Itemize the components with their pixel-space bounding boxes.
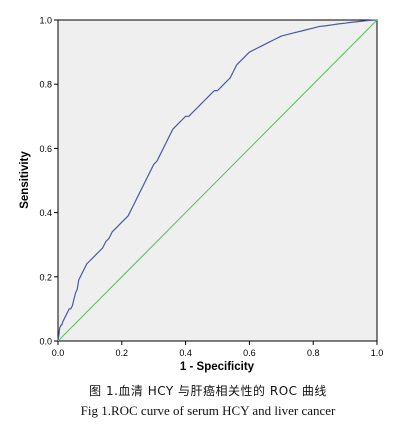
y-tick-label: 0.6 <box>39 144 52 154</box>
y-tick-label: 0.8 <box>39 80 52 90</box>
y-tick-label: 0.2 <box>39 272 52 282</box>
caption-english: Fig 1.ROC curve of serum HCY and liver c… <box>80 403 336 418</box>
x-tick-label: 0.0 <box>52 348 65 358</box>
y-tick-label: 0.0 <box>39 337 52 347</box>
y-tick-label: 1.0 <box>39 16 52 26</box>
x-tick-label: 0.6 <box>243 348 256 358</box>
y-axis-label: Sensitivity <box>19 151 31 209</box>
x-tick-label: 1.0 <box>371 348 384 358</box>
x-tick-label: 0.8 <box>307 348 320 358</box>
reference-line <box>57 19 378 342</box>
y-tick-label: 0.4 <box>39 208 52 218</box>
x-tick-label: 0.4 <box>179 348 192 358</box>
x-axis-label: 1 - Specificity <box>180 361 255 373</box>
roc-chart: 0.0 0.2 0.4 0.6 0.8 1.0 0.0 0.2 0.4 0.6 0.8 1.0 1 -… <box>19 16 384 374</box>
caption-chinese: 图 1.血清 HCY 与肝癌相关性的 ROC 曲线 <box>89 384 327 398</box>
roc-curve-line <box>57 19 378 342</box>
x-tick-label: 0.2 <box>116 348 129 358</box>
